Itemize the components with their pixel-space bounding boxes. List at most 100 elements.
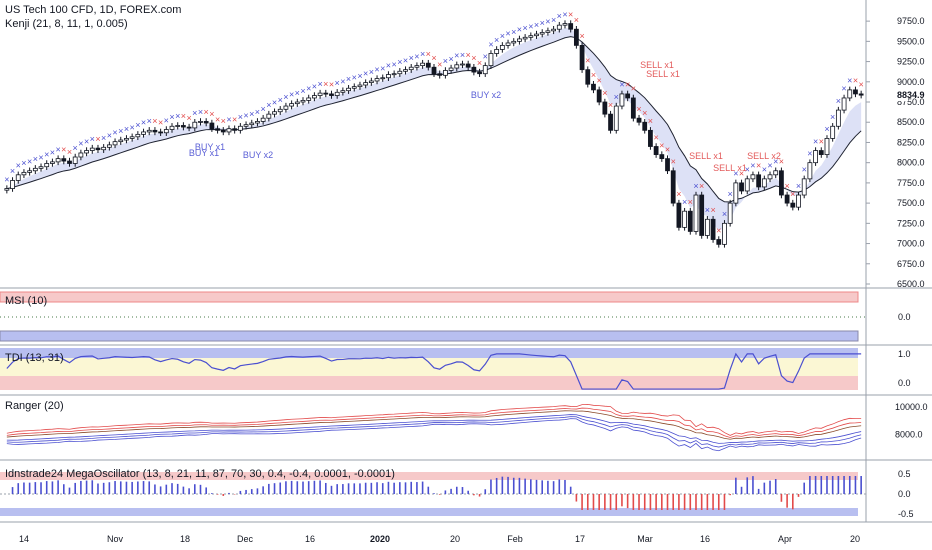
candle-body (351, 86, 357, 89)
candle-marker: × (682, 197, 687, 207)
candle-marker: × (836, 96, 841, 106)
candle-body (408, 66, 414, 71)
time-tick-4: 16 (305, 534, 315, 544)
candle-body (505, 42, 511, 46)
msi-upper-zone (0, 291, 859, 303)
candle-marker: × (21, 158, 26, 168)
candle-marker: × (443, 56, 448, 66)
candle-marker: × (147, 116, 152, 126)
candle-body (186, 126, 192, 129)
candle-body (78, 152, 84, 158)
price-tick-label-8: 7750.0 (897, 178, 925, 188)
candle-body (779, 170, 784, 196)
candle-body (556, 24, 562, 30)
candle-marker: × (494, 35, 499, 45)
candle-marker: × (278, 95, 283, 105)
candle-body (363, 82, 369, 86)
candle-body (482, 65, 488, 75)
candle-body (89, 147, 95, 151)
candle-body (329, 93, 334, 96)
candle-body (625, 93, 631, 99)
candle-body (67, 160, 72, 164)
candle-marker: × (796, 181, 801, 191)
price-tick-label-7: 8000.0 (897, 158, 925, 168)
candle-body (101, 146, 107, 151)
candle-body (511, 40, 517, 44)
candle-marker: × (733, 169, 738, 179)
candle-body (181, 125, 186, 128)
time-tick-2: 18 (180, 534, 190, 544)
candle-body (693, 194, 699, 232)
time-tick-8: 17 (575, 534, 585, 544)
candle-body (716, 239, 722, 245)
candle-marker: × (824, 124, 829, 134)
candle-marker: × (226, 114, 231, 124)
candle-body (454, 64, 460, 69)
candle-marker: × (329, 80, 334, 90)
time-tick-1: Nov (107, 534, 124, 544)
time-tick-0: 14 (19, 534, 29, 544)
candle-marker: × (107, 131, 112, 141)
price-tick-label-10: 7250.0 (897, 218, 925, 228)
candle-marker: × (73, 143, 78, 153)
ranger-line-3 (6, 414, 862, 444)
candle-body (608, 113, 613, 131)
candle-body (4, 188, 10, 191)
candle-body (209, 122, 215, 130)
candle-marker: × (477, 58, 482, 68)
candle-body (294, 101, 300, 105)
candle-marker: × (10, 166, 15, 176)
candle-marker: × (380, 64, 385, 74)
candle-marker: × (420, 49, 425, 59)
candle-marker: × (209, 109, 214, 119)
candle-marker: × (101, 133, 106, 143)
candle-marker: × (568, 9, 573, 19)
signal-label-1: BUY x1 (195, 142, 225, 152)
candle-marker: × (585, 55, 590, 65)
candle-marker: × (551, 15, 556, 25)
candle-body (665, 158, 670, 172)
candle-marker: × (4, 174, 9, 184)
candle-body (761, 178, 767, 188)
candle-marker: × (386, 60, 391, 70)
candle-body (198, 121, 203, 123)
candle-marker: × (198, 107, 203, 117)
candle-body (129, 136, 135, 139)
candle-body (499, 44, 505, 50)
candle-marker: × (534, 20, 539, 30)
candle-body (727, 202, 733, 224)
candle-body (619, 93, 625, 107)
osc-tick-2: -0.5 (898, 509, 914, 519)
candle-marker: × (215, 114, 220, 124)
candle-marker: × (767, 161, 772, 171)
candle-body (437, 73, 443, 76)
candle-body (61, 158, 67, 162)
price-tick-label-4: 8750.0 (897, 97, 925, 107)
price-axis: 9750.0 9500.0 9250.0 9000.0 8750.0 8500.0 8250… (0, 0, 932, 523)
indicator-label: Kenji (21, 8, 11, 1, 0.005) (5, 18, 128, 30)
candle-body (739, 182, 744, 192)
candle-marker: × (602, 88, 607, 98)
candle-body (317, 92, 323, 96)
candle-body (386, 74, 391, 79)
candle-body (585, 69, 591, 85)
candle-marker: × (802, 165, 807, 175)
candle-body (813, 150, 818, 164)
candle-marker: × (152, 116, 157, 126)
candle-body (790, 202, 796, 208)
candle-marker: × (261, 104, 266, 114)
candle-marker: × (853, 76, 858, 86)
price-tick-label-3: 9000.0 (897, 77, 925, 87)
msi-tick-0: 0.0 (898, 312, 911, 322)
candle-marker: × (762, 165, 767, 175)
time-tick-10: 16 (700, 534, 710, 544)
candle-marker: × (557, 11, 562, 21)
signal-label-7: SELL x1 (713, 163, 747, 173)
candle-body (750, 174, 756, 180)
candle-marker: × (352, 72, 357, 82)
candle-marker: × (750, 161, 755, 171)
candle-body (220, 129, 226, 133)
candle-body (528, 35, 534, 38)
candle-marker: × (608, 100, 613, 110)
candle-marker: × (340, 76, 345, 86)
